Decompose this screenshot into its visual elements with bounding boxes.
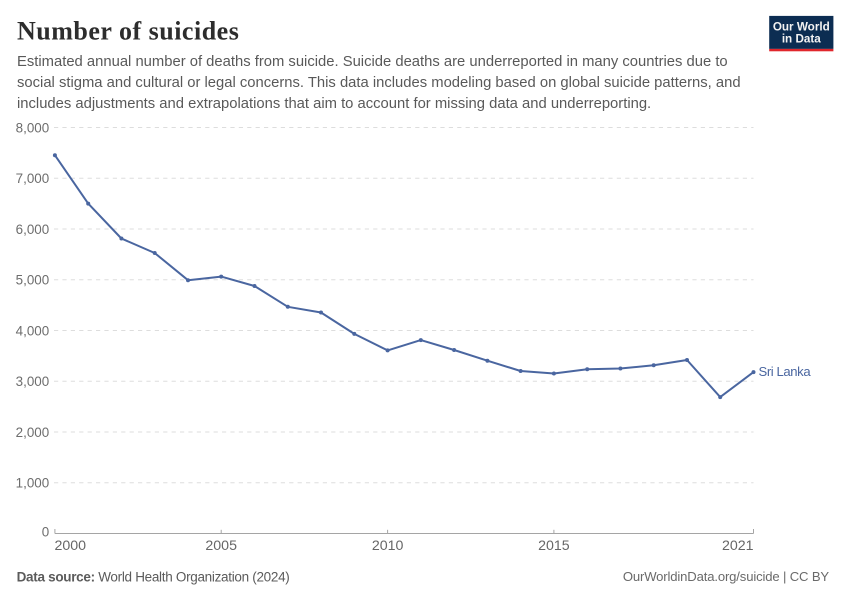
svg-text:includes adjustments and extra: includes adjustments and extrapolations … <box>17 96 651 112</box>
svg-text:4,000: 4,000 <box>16 323 50 338</box>
svg-text:Sri Lanka: Sri Lanka <box>759 364 812 379</box>
svg-text:Our World: Our World <box>773 20 830 33</box>
svg-text:2000: 2000 <box>55 538 87 554</box>
svg-text:2005: 2005 <box>205 538 237 554</box>
svg-text:7,000: 7,000 <box>16 171 50 186</box>
svg-text:Estimated annual number of dea: Estimated annual number of deaths from s… <box>17 54 728 70</box>
svg-text:in Data: in Data <box>782 33 821 46</box>
svg-text:Number of suicides: Number of suicides <box>17 17 239 46</box>
svg-text:6,000: 6,000 <box>16 222 50 237</box>
svg-text:Data source: World Health Orga: Data source: World Health Organization (… <box>17 570 290 585</box>
svg-text:3,000: 3,000 <box>16 374 50 389</box>
svg-text:1,000: 1,000 <box>16 476 50 491</box>
svg-text:2010: 2010 <box>372 538 404 554</box>
svg-text:2021: 2021 <box>722 538 754 554</box>
svg-text:2,000: 2,000 <box>16 425 50 440</box>
svg-text:2015: 2015 <box>538 538 570 554</box>
svg-text:social stigma and cultural or: social stigma and cultural or legal conc… <box>17 75 741 91</box>
svg-text:8,000: 8,000 <box>16 120 50 135</box>
svg-text:5,000: 5,000 <box>16 273 50 288</box>
svg-text:OurWorldinData.org/suicide | C: OurWorldinData.org/suicide | CC BY <box>623 569 830 584</box>
svg-text:0: 0 <box>42 525 49 540</box>
